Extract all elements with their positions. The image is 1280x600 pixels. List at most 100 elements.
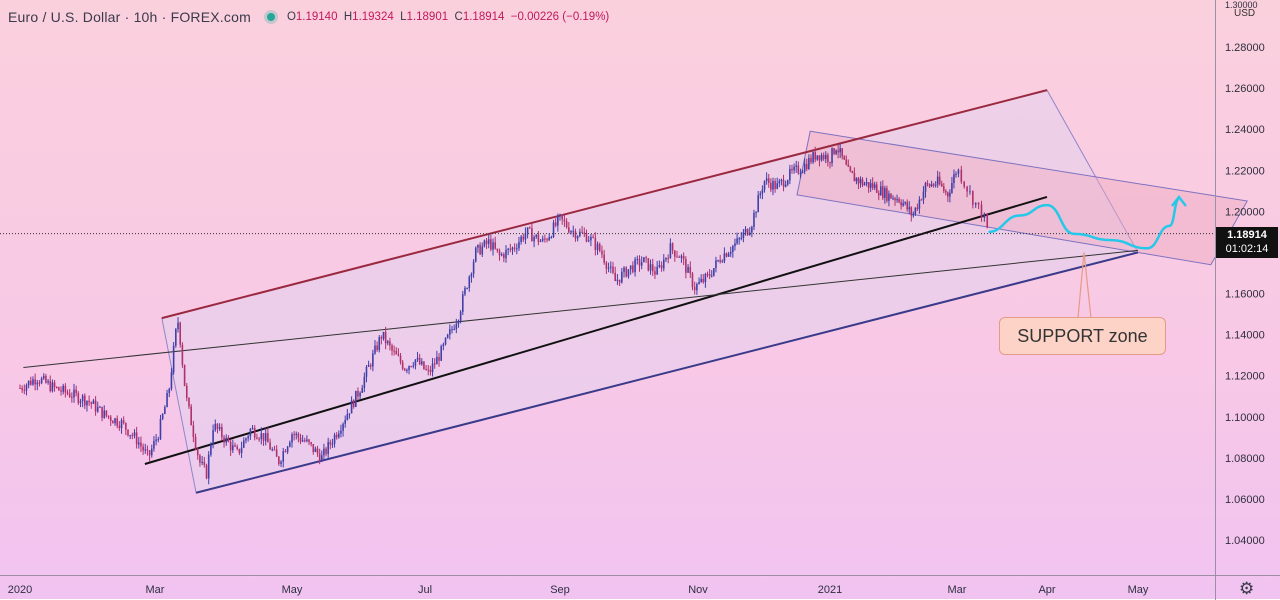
candle-body bbox=[906, 202, 909, 210]
candle-body bbox=[212, 430, 214, 445]
time-tick-label: Mar bbox=[146, 584, 165, 596]
candle-body bbox=[539, 240, 542, 242]
candle-body bbox=[509, 248, 512, 250]
candle-body bbox=[816, 155, 819, 160]
candle-body bbox=[221, 427, 223, 438]
time-tick-label: May bbox=[1128, 584, 1149, 596]
candle-body bbox=[203, 461, 206, 466]
candle-body bbox=[861, 179, 864, 186]
price-tick-label: 1.26000 bbox=[1225, 83, 1265, 95]
candle-body bbox=[528, 227, 531, 229]
candle-body bbox=[64, 385, 67, 393]
candle-body bbox=[183, 364, 186, 386]
candle-body bbox=[62, 385, 64, 392]
candle-body bbox=[926, 183, 929, 185]
candle-body bbox=[803, 163, 806, 172]
support-zone-callout[interactable]: SUPPORT zone bbox=[999, 317, 1166, 355]
candle-body bbox=[857, 178, 860, 184]
candle-body bbox=[242, 440, 245, 448]
candle-body bbox=[131, 435, 134, 437]
candle-body bbox=[640, 262, 643, 266]
candle-body bbox=[563, 219, 566, 222]
candle-body bbox=[335, 434, 338, 438]
candle-body bbox=[103, 410, 106, 418]
open-value: 1.19140 bbox=[295, 11, 338, 23]
candle-body bbox=[109, 416, 112, 422]
candle-body bbox=[391, 345, 393, 351]
symbol-title[interactable]: Euro / U.S. Dollar · 10h · FOREX.com bbox=[8, 9, 251, 25]
candle-body bbox=[253, 428, 256, 438]
candle-body bbox=[440, 346, 442, 361]
candle-body bbox=[225, 437, 228, 443]
time-scale[interactable] bbox=[0, 575, 1215, 600]
projection-arrowhead bbox=[1170, 194, 1187, 207]
candle-body bbox=[625, 267, 628, 277]
candle-body bbox=[706, 273, 709, 275]
candle-body bbox=[466, 288, 468, 290]
scale-corner: ⚙ bbox=[1215, 575, 1280, 600]
candle-body bbox=[325, 448, 327, 455]
candle-body bbox=[801, 171, 804, 173]
candle-body bbox=[172, 345, 175, 373]
candle-body bbox=[135, 432, 138, 445]
candle-body bbox=[865, 182, 868, 184]
candle-body bbox=[696, 283, 698, 291]
candle-body bbox=[282, 451, 285, 462]
gear-icon[interactable]: ⚙ bbox=[1239, 579, 1255, 598]
candle-body bbox=[725, 253, 728, 257]
candle-body bbox=[682, 255, 685, 260]
last-price-tag: 1.18914 01:02:14 bbox=[1216, 227, 1278, 258]
candle-body bbox=[808, 157, 810, 170]
candle-body bbox=[474, 247, 477, 262]
candle-body bbox=[318, 453, 321, 462]
candle-body bbox=[884, 188, 886, 199]
candle-body bbox=[40, 378, 43, 384]
candle-body bbox=[291, 434, 293, 443]
candle-body bbox=[218, 427, 221, 430]
candle-body bbox=[757, 195, 759, 213]
candle-body bbox=[196, 448, 199, 456]
candle-body bbox=[483, 240, 486, 247]
candle-body bbox=[607, 267, 610, 269]
candle-body bbox=[761, 189, 764, 194]
candle-body bbox=[535, 234, 538, 238]
candle-body bbox=[161, 414, 164, 419]
candle-body bbox=[369, 365, 372, 367]
candle-body bbox=[122, 420, 125, 423]
candle-body bbox=[53, 382, 56, 388]
candle-body bbox=[914, 207, 917, 214]
candle-body bbox=[457, 320, 460, 324]
candle-body bbox=[295, 433, 298, 435]
last-price-value: 1.18914 bbox=[1227, 229, 1267, 241]
candle-body bbox=[886, 188, 888, 201]
price-scale[interactable] bbox=[1215, 0, 1280, 575]
candle-body bbox=[932, 184, 935, 186]
candle-body bbox=[723, 253, 726, 262]
candle-body bbox=[301, 440, 304, 442]
candle-body bbox=[516, 248, 518, 250]
candle-body bbox=[955, 173, 957, 175]
ohlc-values: O1.19140 H1.19324 L1.18901 C1.18914 −0.0… bbox=[287, 11, 609, 23]
candle-body bbox=[693, 287, 696, 291]
candle-body bbox=[676, 256, 678, 258]
candle-body bbox=[818, 155, 821, 161]
candle-body bbox=[533, 237, 535, 242]
candle-body bbox=[120, 420, 123, 429]
candle-body bbox=[632, 265, 634, 273]
candle-body bbox=[674, 250, 676, 257]
candle-body bbox=[900, 202, 902, 206]
candle-body bbox=[654, 271, 656, 275]
candle-body bbox=[795, 165, 798, 167]
candle-body bbox=[853, 173, 856, 182]
candle-body bbox=[393, 350, 395, 352]
candle-body bbox=[333, 434, 336, 444]
candle-body bbox=[570, 231, 572, 233]
candle-body bbox=[194, 436, 197, 449]
candle-body bbox=[598, 243, 601, 251]
candle-body bbox=[753, 212, 755, 227]
candle-body bbox=[494, 242, 496, 249]
high-value: 1.19324 bbox=[352, 11, 394, 23]
candle-body bbox=[797, 165, 800, 174]
candle-body bbox=[433, 363, 436, 365]
